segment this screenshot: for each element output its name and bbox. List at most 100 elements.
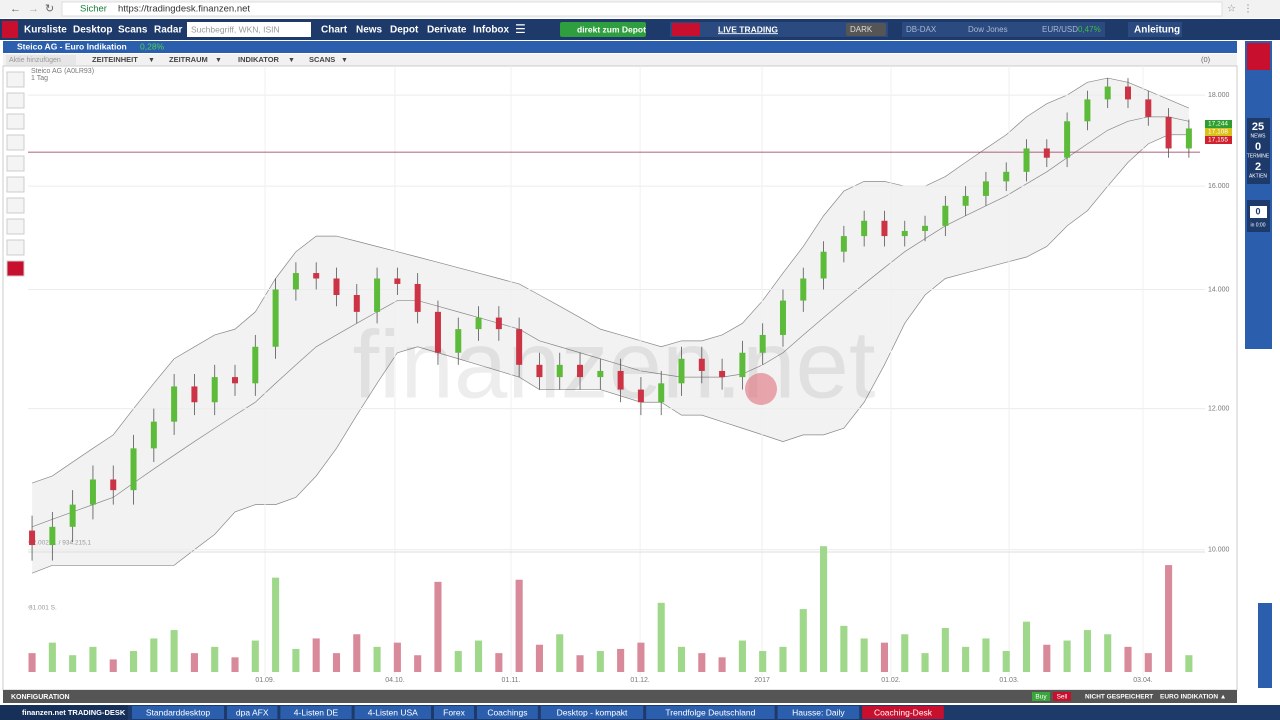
menu-item[interactable]: ZEITRAUM xyxy=(169,55,208,64)
tab[interactable] xyxy=(777,706,860,719)
volume-bar xyxy=(556,634,564,672)
tool-button[interactable] xyxy=(6,197,25,214)
window-titlebar xyxy=(3,41,1237,53)
tab[interactable] xyxy=(862,706,944,719)
volume-bar xyxy=(799,609,807,672)
tab-label: Forex xyxy=(443,707,465,717)
ticker[interactable]: DB-DAX xyxy=(906,25,937,34)
help-button[interactable] xyxy=(1128,22,1182,37)
logo[interactable] xyxy=(2,21,18,38)
depot-button[interactable] xyxy=(560,22,646,37)
volume-bar xyxy=(434,581,442,672)
back-button[interactable]: ← xyxy=(10,3,21,15)
reload-button[interactable]: ↻ xyxy=(45,3,54,15)
volume-bar xyxy=(89,646,97,672)
nav-item[interactable]: News xyxy=(356,25,383,36)
price-tag-label: 17,108 xyxy=(1208,129,1228,136)
ticker[interactable]: Dow Jones xyxy=(968,25,1008,34)
nav-item[interactable]: Chart xyxy=(321,25,348,36)
side-handle[interactable] xyxy=(1258,603,1272,688)
tab[interactable] xyxy=(477,706,538,719)
volume-bar xyxy=(880,642,889,672)
tool-button[interactable] xyxy=(6,176,25,193)
termine-count[interactable]: 0 xyxy=(1255,141,1261,153)
volume-bar xyxy=(901,634,909,672)
tab[interactable] xyxy=(434,706,474,719)
volume-bar xyxy=(393,642,401,672)
menu-item[interactable]: ZEITEINHEIT xyxy=(92,55,138,64)
address-bar[interactable] xyxy=(61,1,1223,17)
tool-button[interactable] xyxy=(6,239,25,256)
x-tick-label: 01.03. xyxy=(999,677,1019,684)
buy-button[interactable] xyxy=(1032,692,1050,701)
events-box[interactable] xyxy=(1250,206,1267,218)
url[interactable]: https://tradingdesk.finanzen.net xyxy=(118,4,250,15)
ticker[interactable]: EUR/USD xyxy=(1042,25,1078,34)
candle-body xyxy=(232,377,239,384)
forward-button[interactable]: → xyxy=(28,3,39,15)
price-tag xyxy=(1205,120,1232,128)
sidebar-counters xyxy=(1247,118,1270,184)
config-button[interactable]: KONFIGURATION xyxy=(11,694,70,701)
volume-tick-label: 31.001 S. xyxy=(29,605,57,612)
tab[interactable] xyxy=(354,706,431,719)
candle-body xyxy=(1145,99,1152,117)
bookmark-star[interactable]: ☆ xyxy=(1227,4,1236,15)
candle-body xyxy=(922,225,929,231)
news-count[interactable]: 25 xyxy=(1252,121,1264,133)
tool-button[interactable] xyxy=(6,260,25,277)
sell-button[interactable] xyxy=(1053,692,1071,701)
volume-bar xyxy=(535,644,543,672)
tool-button[interactable] xyxy=(6,71,25,88)
nav-item[interactable]: Radar xyxy=(154,25,182,36)
menu-icon[interactable]: ☰ xyxy=(515,22,526,36)
candle-body xyxy=(597,370,604,378)
tool-button[interactable] xyxy=(6,218,25,235)
volume-bar xyxy=(1022,621,1031,672)
tool-button[interactable] xyxy=(6,134,25,151)
candle-body xyxy=(292,273,299,290)
candle-body xyxy=(617,370,624,390)
search-box[interactable] xyxy=(187,22,311,37)
browser-menu[interactable]: ⋮ xyxy=(1243,4,1253,15)
y-tick-label: 16.000 xyxy=(1208,183,1230,190)
tab[interactable] xyxy=(540,706,644,719)
nav-item[interactable]: Kursliste xyxy=(24,25,67,36)
candle-body xyxy=(861,220,868,237)
volume-bar xyxy=(1002,651,1010,672)
tool-button[interactable] xyxy=(6,113,25,130)
mode-label[interactable]: EURO INDIKATION ▲ xyxy=(1160,694,1226,701)
tab[interactable] xyxy=(646,706,775,719)
candle-body xyxy=(719,370,726,378)
volume-bar xyxy=(292,648,300,672)
menu-item[interactable]: INDIKATOR xyxy=(238,55,280,64)
nav-item[interactable]: Depot xyxy=(390,25,419,36)
nav-item[interactable]: Infobox xyxy=(473,25,510,36)
tab[interactable] xyxy=(132,706,224,719)
nav-item[interactable]: Derivate xyxy=(427,25,467,36)
count: (0) xyxy=(1201,55,1211,64)
tab[interactable] xyxy=(227,706,278,719)
tool-button[interactable] xyxy=(6,92,25,109)
tab[interactable] xyxy=(280,706,352,719)
grid: 10.000 12.000 14.000 16.000 18.000 01.09. 04.1… xyxy=(28,66,1230,684)
dark-toggle[interactable] xyxy=(846,23,886,36)
volume-bar xyxy=(576,655,584,672)
tab-label: Coaching-Desk xyxy=(874,707,933,717)
add-stock-box[interactable] xyxy=(6,55,76,65)
live-trading[interactable]: LIVE TRADING xyxy=(718,24,778,34)
volume-bar xyxy=(272,577,280,672)
candle-body xyxy=(353,294,360,312)
candle-body xyxy=(840,236,847,252)
sidebar-logo[interactable] xyxy=(1247,43,1270,70)
tab-label: Trendfolge Deutschland xyxy=(665,707,755,717)
candle-body xyxy=(130,448,137,491)
candle-body xyxy=(374,278,381,312)
tool-button[interactable] xyxy=(6,155,25,172)
aktien-count[interactable]: 2 xyxy=(1255,161,1261,173)
nav-item[interactable]: Desktop xyxy=(73,25,112,36)
nav-item[interactable]: Scans xyxy=(118,25,148,36)
x-tick-label: 03.04. xyxy=(1133,677,1153,684)
menu-item[interactable]: SCANS xyxy=(309,55,335,64)
volume-bar xyxy=(962,646,970,672)
